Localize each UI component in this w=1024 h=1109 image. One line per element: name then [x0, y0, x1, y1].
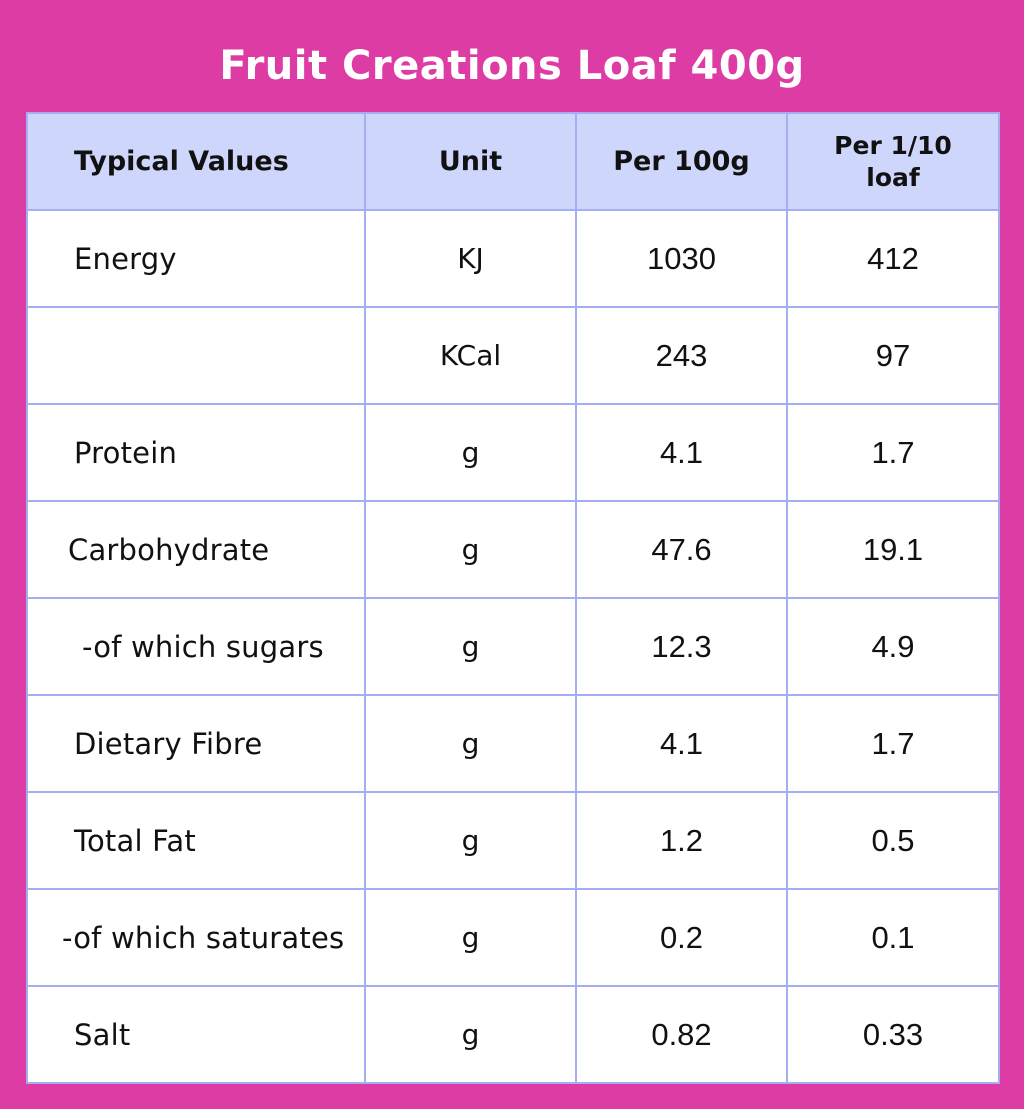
table-row: Carbohydrate g 47.6 19.1	[26, 500, 1000, 599]
row-label: Energy	[26, 209, 366, 308]
row-per-100g: 4.1	[575, 403, 788, 502]
row-per-100g: 0.82	[575, 985, 788, 1084]
row-unit: g	[364, 403, 577, 502]
row-label: -of which sugars	[26, 597, 366, 696]
row-unit: g	[364, 985, 577, 1084]
header-per-serving: Per 1/10 loaf	[786, 112, 1000, 211]
header-unit: Unit	[364, 112, 577, 211]
row-label: -of which saturates	[26, 888, 366, 987]
header-per-serving-line1: Per 1/10	[834, 130, 952, 160]
table-row: -of which sugars g 12.3 4.9	[26, 597, 1000, 696]
row-per-serving: 0.5	[786, 791, 1000, 890]
row-unit: g	[364, 888, 577, 987]
row-per-100g: 243	[575, 306, 788, 405]
page-title: Fruit Creations Loaf 400g	[219, 43, 805, 89]
row-per-serving: 4.9	[786, 597, 1000, 696]
table-header-row: Typical Values Unit Per 100g Per 1/10 lo…	[26, 112, 1000, 211]
row-unit: KJ	[364, 209, 577, 308]
row-per-100g: 12.3	[575, 597, 788, 696]
header-per-serving-line2: loaf	[866, 162, 920, 192]
row-unit: g	[364, 791, 577, 890]
row-per-100g: 1030	[575, 209, 788, 308]
row-per-serving: 0.1	[786, 888, 1000, 987]
table-row: KCal 243 97	[26, 306, 1000, 405]
row-label	[26, 306, 366, 405]
table-row: Energy KJ 1030 412	[26, 209, 1000, 308]
row-label: Salt	[26, 985, 366, 1084]
row-per-serving: 19.1	[786, 500, 1000, 599]
table-row: Total Fat g 1.2 0.5	[26, 791, 1000, 890]
row-per-serving: 1.7	[786, 403, 1000, 502]
table-row: -of which saturates g 0.2 0.1	[26, 888, 1000, 987]
row-label: Carbohydrate	[26, 500, 366, 599]
row-label: Dietary Fibre	[26, 694, 366, 793]
table-row: Protein g 4.1 1.7	[26, 403, 1000, 502]
row-per-serving: 412	[786, 209, 1000, 308]
row-unit: g	[364, 500, 577, 599]
header-per-100g: Per 100g	[575, 112, 788, 211]
row-per-100g: 1.2	[575, 791, 788, 890]
row-unit: g	[364, 597, 577, 696]
row-per-serving: 1.7	[786, 694, 1000, 793]
row-per-serving: 0.33	[786, 985, 1000, 1084]
row-unit: g	[364, 694, 577, 793]
row-unit: KCal	[364, 306, 577, 405]
table-row: Dietary Fibre g 4.1 1.7	[26, 694, 1000, 793]
nutrition-table: Typical Values Unit Per 100g Per 1/10 lo…	[26, 112, 1000, 1084]
table-row: Salt g 0.82 0.33	[26, 985, 1000, 1084]
row-per-100g: 4.1	[575, 694, 788, 793]
row-per-serving: 97	[786, 306, 1000, 405]
header-typical-values: Typical Values	[26, 112, 366, 211]
row-per-100g: 47.6	[575, 500, 788, 599]
row-label: Total Fat	[26, 791, 366, 890]
row-label: Protein	[26, 403, 366, 502]
row-per-100g: 0.2	[575, 888, 788, 987]
